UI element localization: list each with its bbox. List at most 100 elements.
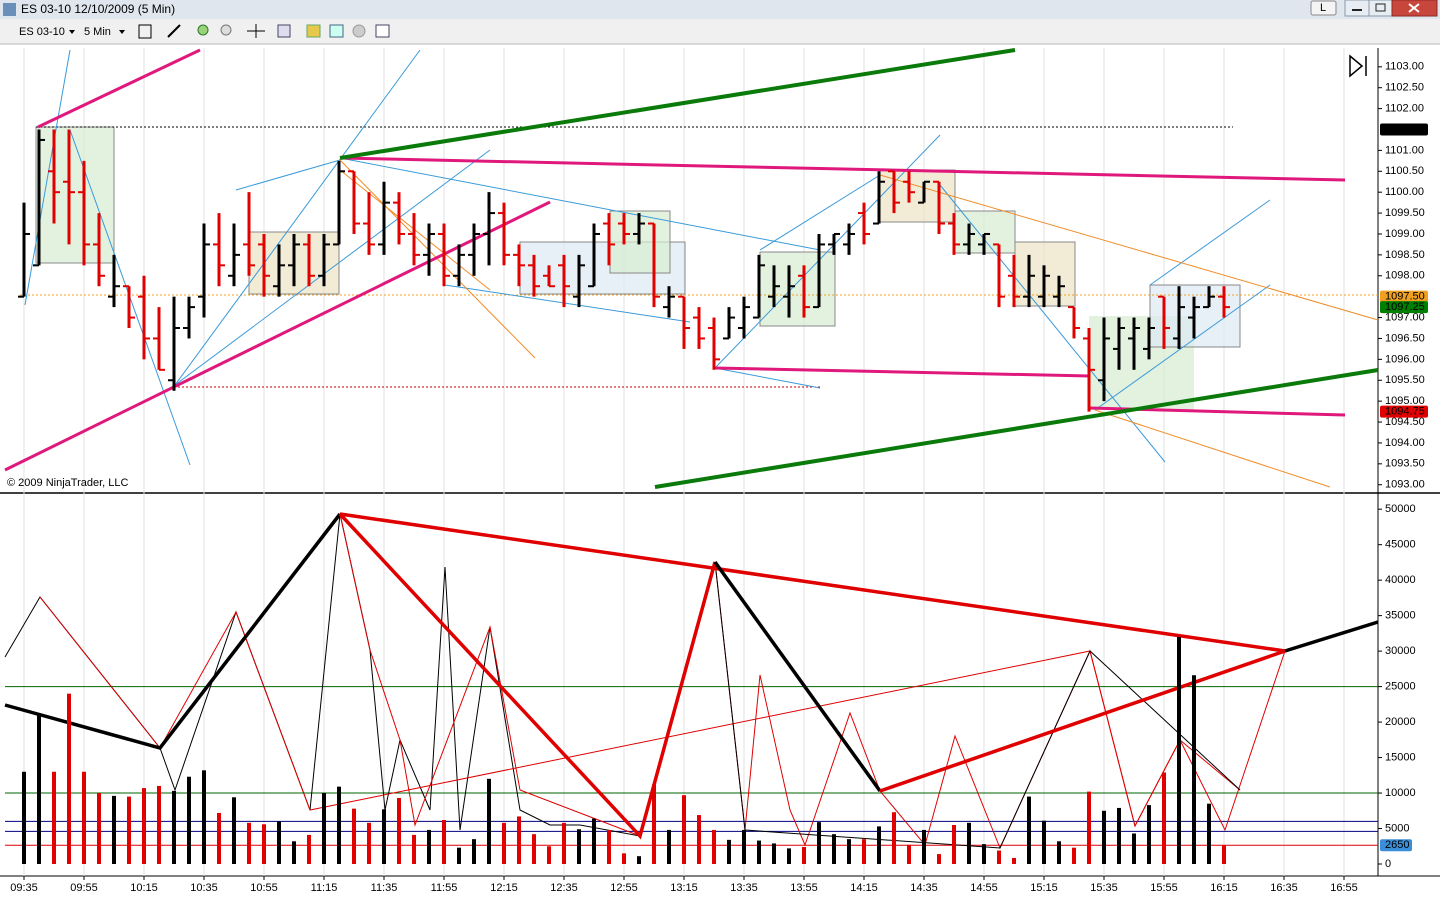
- y-tick-label: 1102.50: [1385, 82, 1424, 94]
- zigzag: [338, 512, 717, 840]
- trend-line: [759, 174, 881, 251]
- volume-bar: [727, 839, 731, 865]
- volume-bar: [187, 776, 191, 865]
- template-icon[interactable]: [352, 24, 366, 38]
- account-button[interactable]: [1310, 0, 1337, 16]
- volume-bar: [682, 795, 686, 865]
- dropdown-arrow: [69, 30, 75, 34]
- price-marker: [1380, 405, 1428, 418]
- volume-bar: [622, 853, 626, 865]
- toolbar: [0, 19, 1440, 44]
- y-tick-label: 5000: [1385, 822, 1409, 834]
- x-tick-label: 15:15: [1030, 882, 1058, 894]
- drawing-objects: [4, 48, 1379, 850]
- price-marker: [1380, 290, 1428, 303]
- x-tick-label: 14:55: [970, 882, 998, 894]
- strategy-icon[interactable]: [306, 24, 321, 38]
- y-tick-label: 1096.50: [1385, 332, 1425, 344]
- volume-bar: [97, 793, 101, 865]
- y-tick-label: 10000: [1385, 787, 1416, 799]
- volume-bar: [67, 693, 71, 865]
- last-value-label: 2650: [1385, 839, 1409, 851]
- volume-bar: [1072, 847, 1076, 865]
- toolbar-icons: [138, 24, 390, 39]
- trend-line: [1094, 284, 1271, 411]
- y-tick-label: 1099.50: [1385, 207, 1425, 219]
- volume-bar: [712, 829, 716, 865]
- volume-bar: [997, 850, 1001, 865]
- data-box-icon[interactable]: [375, 24, 390, 38]
- volume-bar: [1042, 820, 1046, 865]
- volume-bar: [697, 815, 701, 865]
- x-tick-label: 13:35: [730, 882, 758, 894]
- indicator-icon[interactable]: [329, 24, 344, 38]
- scroll-to-end-icon[interactable]: [1349, 54, 1367, 78]
- y-tick-label: 1099.00: [1385, 228, 1425, 240]
- volume-bar: [937, 854, 941, 865]
- zigzag: [4, 512, 342, 751]
- volume-bar: [1087, 791, 1091, 865]
- volume-bar: [1192, 675, 1196, 865]
- x-tick-label: 09:35: [10, 882, 38, 894]
- price-marker-label: 1101.50: [1385, 123, 1424, 135]
- bar-type-icon[interactable]: [138, 24, 152, 39]
- y-tick-label: 1098.50: [1385, 249, 1425, 261]
- volume-bar: [787, 848, 791, 865]
- zigzag: [713, 560, 882, 793]
- trend-line: [174, 49, 421, 386]
- y-tick-label: 50000: [1385, 503, 1416, 515]
- volume-bar: [262, 824, 266, 865]
- volume-bar: [967, 822, 971, 865]
- y-tick-label: 0: [1385, 858, 1391, 870]
- y-tick-label: 1094.50: [1385, 416, 1425, 428]
- maximize-button[interactable]: [1368, 0, 1393, 17]
- volume-bar: [37, 714, 41, 865]
- volume-bar: [232, 797, 236, 865]
- y-tick-label: 1101.00: [1385, 144, 1424, 156]
- x-tick-label: 15:35: [1090, 882, 1118, 894]
- volume-bar: [82, 771, 86, 865]
- zigzag: [339, 512, 1286, 653]
- crosshair-icon[interactable]: [247, 24, 265, 38]
- y-tick-label: 1095.00: [1385, 395, 1425, 407]
- account-button-label: L: [1320, 2, 1326, 14]
- volume-bar: [367, 822, 371, 865]
- instrument-selector[interactable]: ES 03-10: [19, 26, 65, 38]
- volume-bar: [637, 856, 641, 865]
- zigzag: [714, 561, 1241, 849]
- y-tick-label: 25000: [1385, 681, 1416, 693]
- properties-icon[interactable]: [277, 24, 291, 38]
- volume-bar: [1177, 636, 1181, 865]
- x-tick-label: 10:15: [130, 882, 158, 894]
- trend-line: [339, 156, 1346, 182]
- volume-bar: [352, 808, 356, 865]
- zoom-in-icon[interactable]: [197, 24, 209, 36]
- volume-bar: [142, 788, 146, 865]
- volume-bar: [922, 829, 926, 865]
- y-tick-label: 45000: [1385, 539, 1416, 551]
- zoom-out-icon[interactable]: [220, 24, 232, 36]
- volume-bar: [202, 770, 206, 865]
- x-tick-label: 11:35: [371, 882, 398, 894]
- app-icon: [3, 3, 16, 16]
- box: [759, 251, 836, 327]
- y-tick-label: 30000: [1385, 645, 1416, 657]
- volume-bar: [502, 822, 506, 865]
- interval-selector[interactable]: 5 Min: [84, 26, 111, 38]
- y-tick-label: 1094.00: [1385, 437, 1425, 449]
- zigzag: [879, 649, 1286, 793]
- x-tick-label: 12:55: [610, 882, 638, 894]
- trend-line: [939, 184, 1166, 463]
- last-value-marker: [1380, 839, 1412, 852]
- zigzag: [39, 596, 1286, 832]
- x-tick-label: 16:55: [1330, 882, 1358, 894]
- volume-bar: [652, 784, 656, 865]
- draw-icon[interactable]: [167, 24, 181, 38]
- window-title: ES 03-10 12/10/2009 (5 Min): [21, 2, 175, 16]
- trend-line: [235, 159, 341, 191]
- volume-bar: [22, 771, 26, 865]
- minimize-button[interactable]: [1344, 0, 1370, 17]
- title-bar: [0, 0, 1440, 19]
